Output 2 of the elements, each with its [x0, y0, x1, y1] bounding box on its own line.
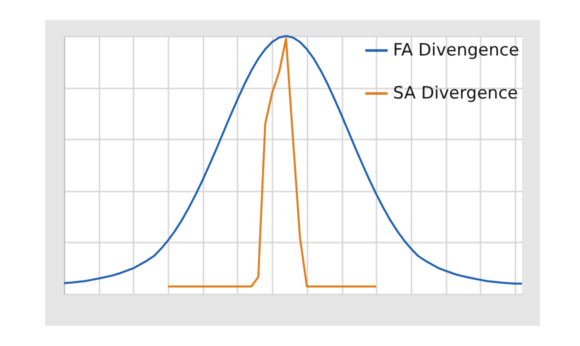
- legend-label: FA Divengence: [393, 40, 520, 60]
- legend-label: SA Divergence: [393, 84, 518, 104]
